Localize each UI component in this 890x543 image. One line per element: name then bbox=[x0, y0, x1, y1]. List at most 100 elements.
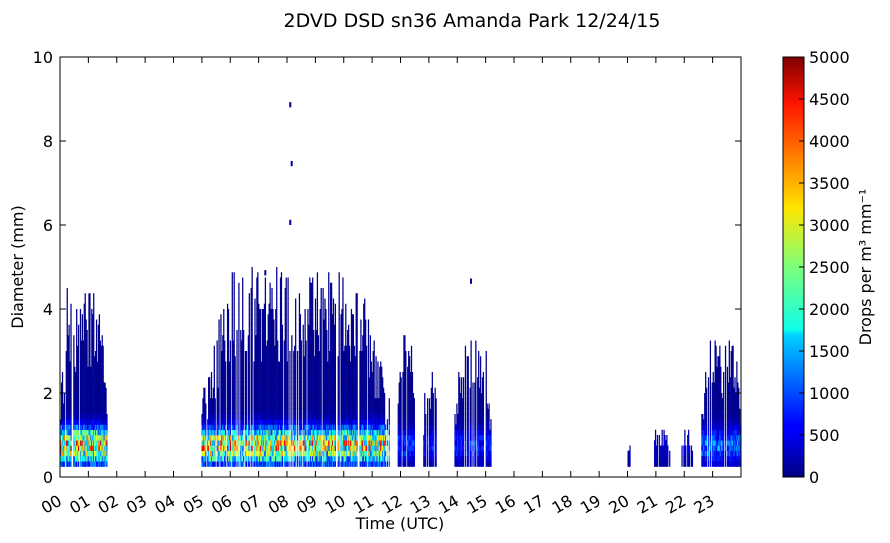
heatmap-cell bbox=[264, 351, 267, 357]
heatmap-cell bbox=[89, 330, 91, 336]
heatmap-cell bbox=[216, 340, 218, 347]
heatmap-cell bbox=[242, 429, 244, 436]
heatmap-cell bbox=[217, 445, 219, 452]
heatmap-cell bbox=[287, 456, 289, 462]
heatmap-cell bbox=[201, 419, 203, 425]
heatmap-cell bbox=[311, 393, 313, 399]
heatmap-cell bbox=[293, 414, 295, 420]
heatmap-cell bbox=[344, 445, 346, 452]
heatmap-cell bbox=[294, 393, 296, 399]
heatmap-cell bbox=[327, 429, 329, 436]
heatmap-cell bbox=[236, 372, 238, 378]
heatmap-cell bbox=[354, 356, 356, 362]
heatmap-cell bbox=[313, 356, 315, 362]
heatmap-cell bbox=[296, 403, 299, 410]
heatmap-cell bbox=[295, 361, 297, 368]
heatmap-cell bbox=[73, 435, 75, 441]
heatmap-cell bbox=[69, 393, 71, 399]
heatmap-cell bbox=[271, 351, 273, 357]
heatmap-cell bbox=[96, 424, 99, 431]
heatmap-cell bbox=[250, 288, 252, 294]
heatmap-cell bbox=[347, 345, 349, 352]
heatmap-cell bbox=[81, 398, 83, 404]
heatmap-cell bbox=[352, 345, 354, 352]
heatmap-cell bbox=[307, 345, 309, 352]
heatmap-cell bbox=[80, 435, 83, 441]
heatmap-cell bbox=[323, 340, 325, 347]
heatmap-cell bbox=[331, 351, 334, 357]
heatmap-cell bbox=[256, 445, 258, 452]
heatmap-cell bbox=[251, 435, 253, 441]
heatmap-cell bbox=[251, 445, 253, 452]
heatmap-cell bbox=[227, 330, 230, 336]
heatmap-cell bbox=[334, 435, 337, 441]
heatmap-cell bbox=[326, 445, 328, 452]
heatmap-cell bbox=[258, 330, 260, 336]
heatmap-cell bbox=[223, 461, 225, 467]
heatmap-cell bbox=[242, 277, 244, 284]
heatmap-cell bbox=[86, 429, 88, 436]
heatmap-cell bbox=[324, 387, 326, 394]
heatmap-cell bbox=[83, 361, 85, 368]
heatmap-cell bbox=[228, 456, 231, 462]
heatmap-cell bbox=[308, 403, 310, 410]
heatmap-cell bbox=[73, 345, 75, 352]
heatmap-cell bbox=[98, 356, 101, 362]
heatmap-cell bbox=[238, 445, 240, 452]
heatmap-cell bbox=[207, 435, 209, 441]
heatmap-cell bbox=[220, 356, 222, 362]
heatmap-cell bbox=[62, 408, 65, 415]
heatmap-cell bbox=[263, 435, 266, 441]
heatmap-cell bbox=[337, 450, 339, 457]
heatmap-cell bbox=[221, 429, 223, 436]
heatmap-cell bbox=[281, 324, 284, 331]
heatmap-cell bbox=[322, 393, 324, 399]
heatmap-cell bbox=[214, 408, 216, 415]
heatmap-cell bbox=[80, 340, 83, 347]
heatmap-cell bbox=[309, 340, 311, 347]
heatmap-cell bbox=[283, 408, 285, 415]
heatmap-cell bbox=[330, 387, 333, 394]
heatmap-cell bbox=[281, 461, 284, 467]
heatmap-cell bbox=[350, 340, 353, 347]
heatmap-cell bbox=[334, 303, 337, 310]
heatmap-cell bbox=[90, 398, 92, 404]
heatmap-cell bbox=[216, 435, 218, 441]
heatmap-cell bbox=[348, 356, 350, 362]
heatmap-cell bbox=[272, 445, 274, 452]
heatmap-cell bbox=[212, 393, 214, 399]
heatmap-cell bbox=[284, 403, 286, 410]
heatmap-cell bbox=[343, 450, 345, 457]
heatmap-cell bbox=[91, 324, 93, 331]
heatmap-cell bbox=[70, 335, 72, 341]
heatmap-cell bbox=[66, 303, 68, 310]
heatmap-cell bbox=[307, 314, 309, 320]
heatmap-cell bbox=[203, 393, 205, 399]
heatmap-cell bbox=[360, 382, 362, 389]
heatmap-cell bbox=[346, 419, 348, 425]
heatmap-cell bbox=[207, 419, 209, 425]
heatmap-cell bbox=[284, 440, 286, 446]
heatmap-cell bbox=[291, 424, 293, 431]
heatmap-cell bbox=[310, 324, 312, 331]
heatmap-cell bbox=[104, 403, 106, 410]
heatmap-cell bbox=[265, 450, 267, 457]
heatmap-cell bbox=[80, 414, 83, 420]
heatmap-cell bbox=[341, 330, 343, 336]
heatmap-cell bbox=[314, 309, 317, 315]
heatmap-cell bbox=[317, 440, 319, 446]
heatmap-cell bbox=[244, 372, 247, 378]
heatmap-cell bbox=[271, 424, 273, 431]
heatmap-cell bbox=[231, 377, 233, 383]
heatmap-cell bbox=[68, 340, 70, 347]
heatmap-cell bbox=[323, 330, 325, 336]
heatmap-cell bbox=[91, 345, 93, 352]
heatmap-cell bbox=[276, 293, 278, 299]
heatmap-cell bbox=[356, 440, 358, 446]
heatmap-cell bbox=[308, 361, 310, 368]
heatmap-cell bbox=[94, 440, 96, 446]
heatmap-cell bbox=[352, 324, 354, 331]
heatmap-cell bbox=[248, 387, 250, 394]
heatmap-cell bbox=[244, 450, 247, 457]
heatmap-cell bbox=[92, 335, 94, 341]
